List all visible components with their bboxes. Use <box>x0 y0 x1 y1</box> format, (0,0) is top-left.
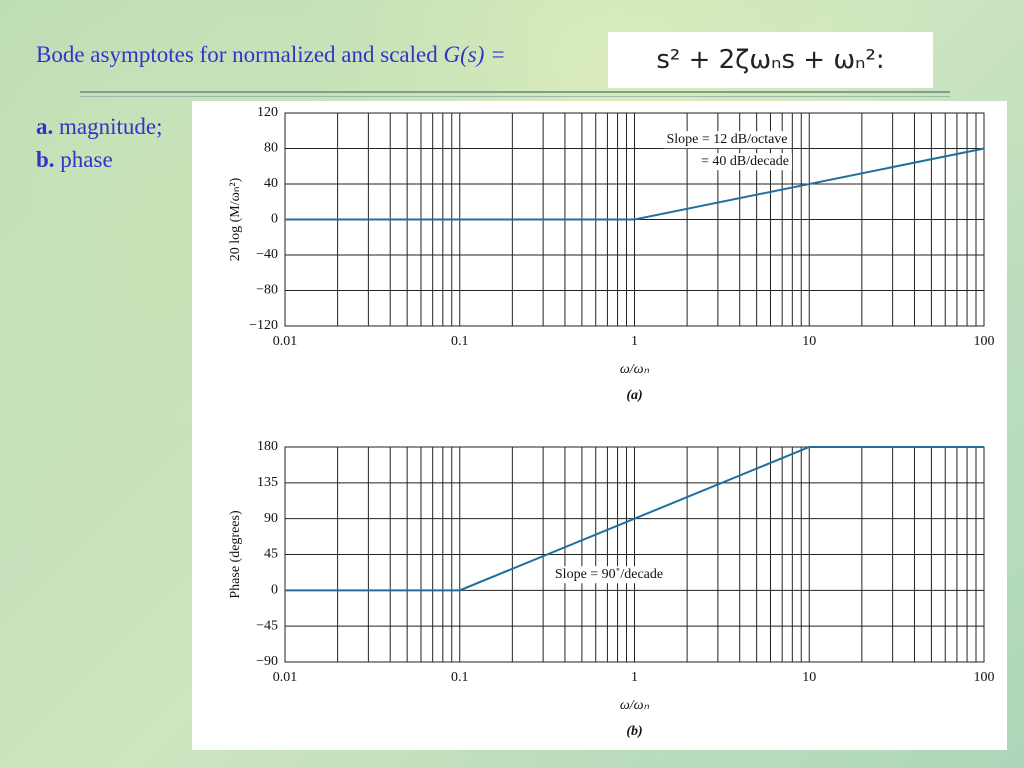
caption: (b) <box>626 724 642 739</box>
x-axis-label: ω/ωₙ <box>620 362 650 377</box>
item: b. phase <box>36 147 113 173</box>
x-tick-label: 0.1 <box>451 334 469 349</box>
y-tick-label: 180 <box>257 439 278 454</box>
item-letter: b. <box>36 147 55 172</box>
x-tick-label: 10 <box>802 670 816 685</box>
y-tick-label: −90 <box>256 654 278 669</box>
item-letter: a. <box>36 114 54 139</box>
x-tick-label: 0.01 <box>273 670 298 685</box>
y-tick-label: −120 <box>249 318 278 333</box>
function: G(s) = <box>443 42 506 67</box>
caption: (a) <box>626 388 642 403</box>
title-text: Bode asymptotes for normalized and scale… <box>36 42 438 67</box>
annotation-bg <box>663 131 791 149</box>
y-axis-label: Phase (degrees) <box>228 510 243 599</box>
y-tick-label: 120 <box>257 105 278 120</box>
x-tick-label: 1 <box>631 670 638 685</box>
x-tick-label: 0.01 <box>273 334 298 349</box>
y-tick-label: −45 <box>256 618 278 633</box>
y-tick-label: 0 <box>271 583 278 598</box>
line <box>285 147 985 221</box>
y-tick-label: 45 <box>264 547 278 562</box>
y-tick-label: 0 <box>271 212 278 227</box>
y-tick-label: 90 <box>264 511 278 526</box>
annotation: Slope = 90˚/decade <box>555 567 663 582</box>
y-tick-label: −40 <box>256 247 278 262</box>
annotation: Slope = 12 dB/octave <box>666 132 787 147</box>
y-tick-label: −80 <box>256 283 278 298</box>
x-tick-label: 100 <box>974 670 995 685</box>
x-tick-label: 1 <box>631 334 638 349</box>
annotation: = 40 dB/decade <box>701 154 789 169</box>
title: Bode asymptotes for normalized and scale… <box>36 42 506 68</box>
item-text: magnitude; <box>59 114 163 139</box>
rule <box>80 91 950 97</box>
x-tick-label: 0.1 <box>451 670 469 685</box>
item: a. magnitude; <box>36 114 162 140</box>
annotation-bg <box>698 153 792 171</box>
plot-frame <box>284 446 985 663</box>
y-tick-label: 80 <box>264 141 278 156</box>
annotation-bg <box>551 566 667 584</box>
panel <box>192 101 1007 750</box>
y-tick-label: 135 <box>257 475 278 490</box>
formula: s² + 2ζωₙs + ωₙ²: <box>608 32 933 88</box>
y-axis-label: 20 log (M/ωₙ²) <box>228 177 243 261</box>
x-axis-label: ω/ωₙ <box>620 698 650 713</box>
x-tick-label: 10 <box>802 334 816 349</box>
item-text: phase <box>60 147 113 172</box>
x-tick-label: 100 <box>974 334 995 349</box>
y-tick-label: 40 <box>264 176 278 191</box>
line <box>285 446 984 592</box>
